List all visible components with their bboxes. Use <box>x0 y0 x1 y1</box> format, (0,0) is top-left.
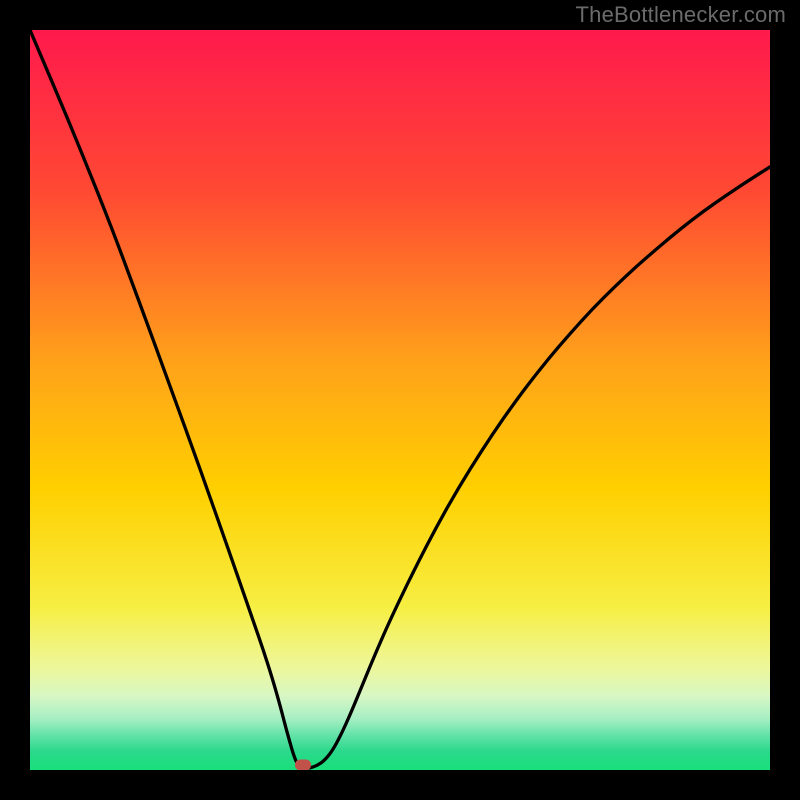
plot-area <box>30 30 770 770</box>
curve-path <box>30 30 770 769</box>
bottleneck-curve <box>30 30 770 770</box>
watermark-text: TheBottlenecker.com <box>576 2 786 28</box>
optimal-marker <box>295 759 311 770</box>
